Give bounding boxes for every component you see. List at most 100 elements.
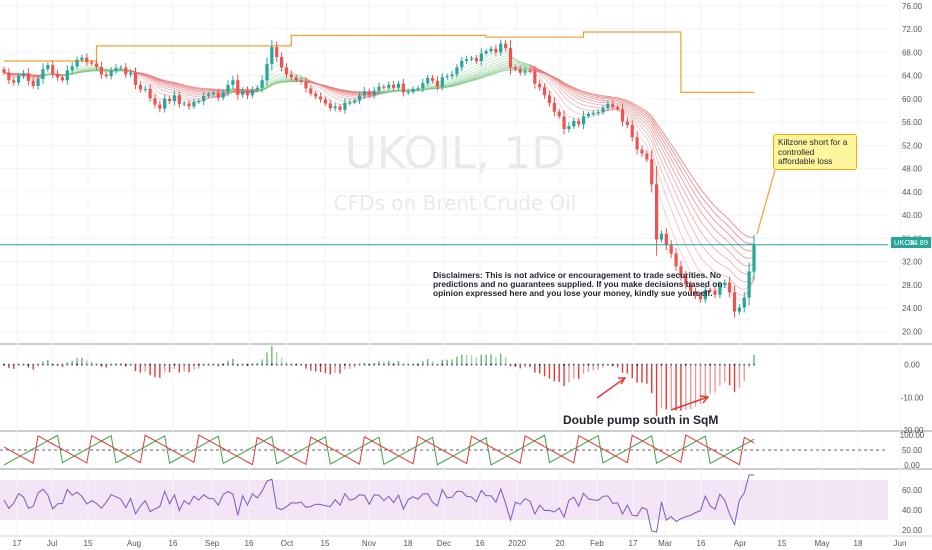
ribbon-segment <box>631 119 638 127</box>
candle-body <box>698 295 703 300</box>
ribbon-segment <box>641 117 648 122</box>
ribbon-segment <box>300 76 307 79</box>
ribbon-segment <box>310 82 316 84</box>
candle-body <box>620 109 625 122</box>
candle-body <box>114 68 118 71</box>
watermark-description: CFDs on Brent Crude Oil <box>334 191 577 215</box>
ribbon-segment <box>690 180 696 189</box>
x-tick-label: 15 <box>84 539 93 548</box>
squeeze-dot <box>694 363 697 366</box>
ribbon-segment <box>140 76 146 81</box>
squeeze-dot <box>382 363 385 366</box>
ribbon-segment <box>558 83 565 90</box>
ribbon-segment <box>549 83 555 91</box>
squeeze-dot <box>309 363 312 366</box>
ribbon-segment <box>549 79 555 86</box>
ribbon-segment <box>714 271 721 275</box>
ribbon-segment <box>529 65 535 69</box>
ribbon-segment <box>593 94 599 97</box>
squeeze-dot <box>640 363 643 366</box>
ribbon-segment <box>164 90 170 93</box>
ribbon-segment <box>558 79 565 84</box>
x-tick-label: Nov <box>362 539 376 548</box>
ribbon-segment <box>558 103 565 113</box>
candle-body <box>523 70 527 73</box>
squeeze-dot <box>183 363 186 366</box>
ribbon-segment <box>680 218 687 230</box>
callout-pointer <box>756 169 776 235</box>
ribbon-segment <box>646 118 653 125</box>
ribbon-segment <box>149 77 156 82</box>
ribbon-segment <box>349 92 355 95</box>
ribbon-segment <box>466 80 472 83</box>
ribbon-segment <box>81 69 87 72</box>
candle-body <box>353 100 357 103</box>
squeeze-dot <box>373 363 376 366</box>
ribbon-segment <box>627 111 633 116</box>
ribbon-segment <box>466 73 472 77</box>
ribbon-segment <box>665 145 672 154</box>
ribbon-segment <box>344 90 350 93</box>
candle-body <box>430 77 435 81</box>
ribbon-segment <box>636 108 643 113</box>
ribbon-segment <box>539 77 545 85</box>
ribbon-segment <box>164 82 170 85</box>
squeeze-dot <box>460 363 463 366</box>
ribbon-segment <box>641 127 648 134</box>
ribbon-segment <box>534 69 540 72</box>
squeeze-dot <box>670 363 673 366</box>
ribbon-segment <box>145 75 151 79</box>
ribbon-segment <box>549 75 555 81</box>
ribbon-segment <box>573 92 579 97</box>
killzone-callout[interactable]: Killzone short for a controlled affordab… <box>773 134 857 170</box>
ribbon-segment <box>661 183 667 198</box>
ribbon-segment <box>145 76 151 80</box>
candle-body <box>465 59 469 62</box>
squeeze-dot <box>192 363 195 366</box>
candle-body <box>75 59 79 67</box>
ribbon-segment <box>72 72 78 75</box>
ribbon-segment <box>481 72 487 76</box>
ribbon-segment <box>174 90 180 93</box>
squeeze-dot <box>46 363 49 366</box>
squeeze-dot <box>499 363 502 366</box>
ribbon-segment <box>481 75 487 78</box>
ribbon-segment <box>729 234 735 241</box>
ribbon-segment <box>451 84 458 87</box>
candle-body <box>494 48 498 53</box>
candle-body <box>231 80 235 85</box>
ribbon-segment <box>636 119 643 125</box>
ribbon-segment <box>81 67 87 70</box>
ribbon-segment <box>573 90 579 95</box>
x-tick-label: 15 <box>778 539 787 548</box>
ribbon-segment <box>661 130 667 138</box>
candle-body <box>192 101 196 107</box>
ribbon-segment <box>607 109 613 112</box>
candle-body <box>2 69 6 73</box>
ribbon-segment <box>558 89 565 98</box>
ribbon-segment <box>656 157 662 171</box>
squeeze-dot <box>217 363 220 366</box>
ribbon-segment <box>665 150 672 160</box>
ribbon-segment <box>447 79 453 83</box>
ribbon-segment <box>583 93 589 96</box>
ribbon-segment <box>76 68 83 72</box>
candle-body <box>392 84 396 88</box>
ribbon-segment <box>636 107 643 111</box>
ribbon-segment <box>344 91 350 94</box>
ribbon-segment <box>349 91 355 93</box>
ribbon-segment <box>656 123 662 131</box>
ribbon-segment <box>700 220 706 228</box>
squeeze-dot <box>251 363 254 366</box>
squeeze-dot <box>265 363 268 366</box>
candle-body <box>737 307 741 312</box>
ribbon-segment <box>641 123 648 130</box>
squeeze-dot <box>324 363 327 366</box>
candle-body <box>182 103 186 105</box>
ribbon-segment <box>169 85 175 88</box>
squeeze-dot <box>567 363 570 366</box>
ribbon-segment <box>680 184 687 195</box>
candle-body <box>650 159 654 185</box>
ribbon-segment <box>661 141 667 151</box>
